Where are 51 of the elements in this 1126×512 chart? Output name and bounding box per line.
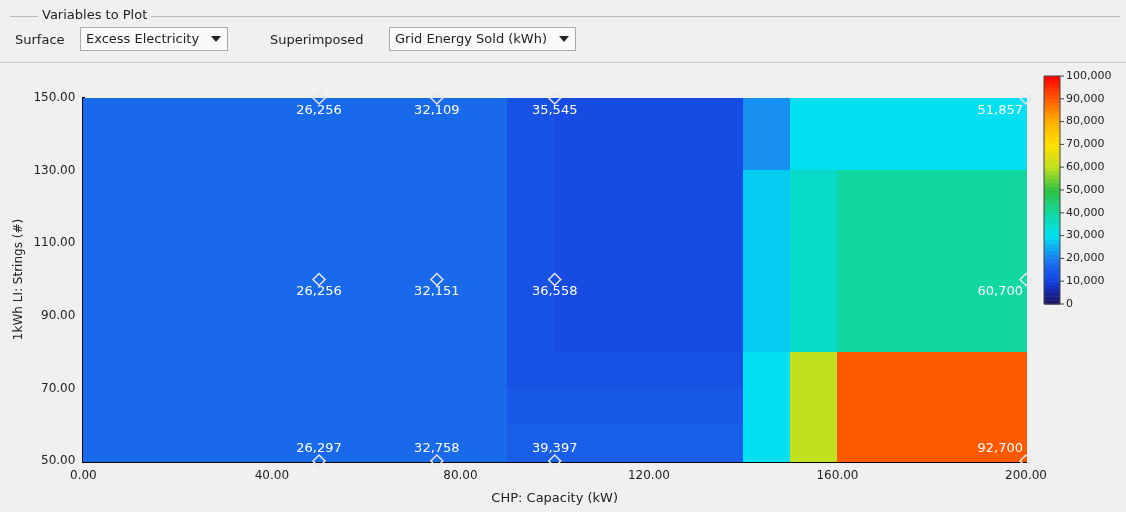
point	[312, 272, 326, 287]
y-axis-title: 1kWh LI: Strings (#)	[11, 218, 26, 341]
annotation: 92,700	[977, 439, 1023, 455]
point	[547, 454, 562, 468]
annotation: 35,545	[531, 101, 578, 117]
x-tick-label: 200.00	[1005, 468, 1047, 483]
annotation: 26,256	[296, 101, 342, 117]
y-tick-label: 130.00	[33, 162, 76, 177]
color-bar-label: 0	[1066, 296, 1073, 310]
x-tick-label: 40.00	[254, 468, 290, 483]
text: Variables to Plot	[38, 7, 152, 22]
x-tick-label: 0.00	[70, 468, 97, 483]
point	[430, 91, 444, 105]
y-tick-label: 150.00	[33, 90, 76, 105]
x-tick-label: 160.00	[816, 468, 859, 483]
y-tick-label: 50.00	[41, 453, 76, 468]
color-bar-label: 90,000	[1066, 91, 1105, 105]
point	[1019, 272, 1033, 287]
annotation: 51,857	[977, 101, 1023, 117]
color-bar-label: 10,000	[1066, 274, 1105, 288]
annotation: 26,256	[296, 283, 342, 299]
text: Surface	[15, 32, 65, 47]
color-bar-label: 40,000	[1066, 205, 1105, 219]
x-axis-title: CHP: Capacity (kW)	[491, 489, 619, 505]
point	[547, 91, 562, 105]
annotation: 26,297	[296, 439, 342, 455]
annotation: 32,151	[414, 283, 460, 299]
color-bar-label: 20,000	[1066, 251, 1105, 265]
annotation: 60,700	[977, 283, 1023, 299]
y-tick-label: 70.00	[41, 380, 76, 395]
point	[312, 454, 326, 468]
point	[547, 272, 562, 287]
color-bar-label: 70,000	[1066, 137, 1105, 151]
annotation: 32,758	[414, 439, 460, 455]
color-bar-label: 30,000	[1066, 228, 1105, 242]
point	[430, 272, 444, 287]
annotation: 36,558	[531, 283, 578, 299]
color-bar-label: 100,000	[1066, 68, 1112, 82]
x-tick-label: 80.00	[443, 468, 478, 483]
y-tick-label: 90.00	[41, 307, 76, 322]
x-tick-label: 120.00	[627, 468, 670, 483]
text: Excess Electricity	[86, 31, 200, 46]
text: Superimposed	[270, 32, 364, 47]
color-bar-label: 50,000	[1066, 182, 1105, 196]
color-bar-label: 80,000	[1066, 114, 1105, 128]
point	[430, 454, 444, 468]
color-bar-label: 60,000	[1066, 160, 1105, 174]
annotation: 39,397	[531, 439, 578, 455]
annotation: 32,109	[414, 101, 460, 117]
text: Grid Energy Sold (kWh)	[395, 31, 548, 46]
y-tick-label: 110.00	[33, 235, 76, 250]
